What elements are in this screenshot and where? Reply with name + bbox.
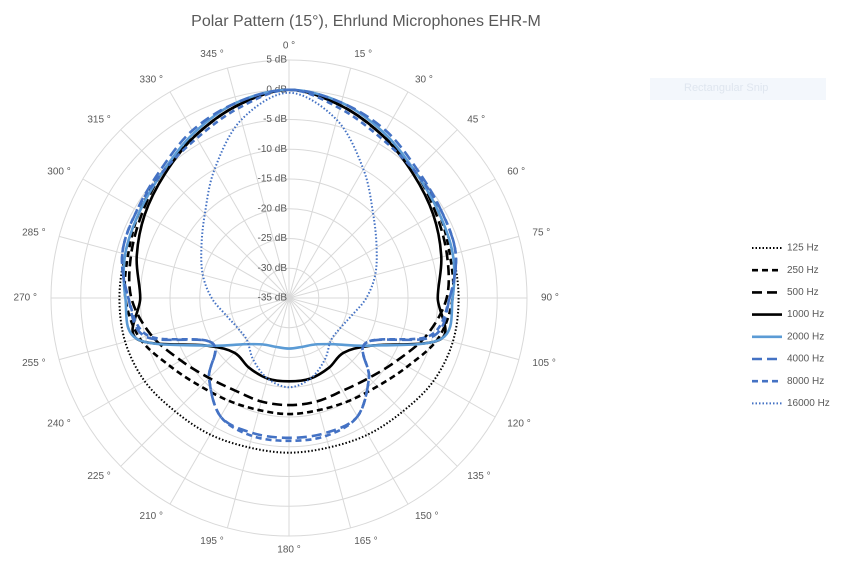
chart-title: Polar Pattern (15°), Ehrlund Microphones…	[191, 13, 541, 30]
angle-label: 225 °	[87, 471, 110, 482]
angle-label: 255 °	[22, 358, 45, 369]
angle-label: 180 °	[277, 545, 300, 556]
r-tick-label: -25 dB	[258, 233, 288, 244]
series-line	[120, 88, 458, 443]
spoke	[120, 297, 290, 467]
spoke	[288, 297, 352, 529]
legend-label: 16000 Hz	[787, 398, 830, 409]
angle-label: 135 °	[467, 471, 490, 482]
angle-label: 315 °	[87, 114, 110, 125]
legend-label: 1000 Hz	[787, 309, 824, 320]
spoke	[288, 297, 458, 467]
spoke	[288, 178, 496, 299]
series-line	[120, 88, 458, 440]
spoke	[288, 91, 409, 299]
angle-label: 0 °	[283, 41, 295, 52]
spoke	[82, 297, 290, 418]
angle-label: 345 °	[200, 49, 223, 60]
r-tick-label: -10 dB	[258, 144, 288, 155]
angle-label: 30 °	[415, 74, 433, 85]
spoke	[120, 129, 290, 299]
angle-label: 165 °	[354, 536, 377, 547]
series-line	[200, 91, 378, 389]
angle-label: 45 °	[467, 114, 485, 125]
legend-label: 250 Hz	[787, 265, 819, 276]
spoke	[226, 297, 290, 529]
angle-label: 195 °	[200, 536, 223, 547]
legend-label: 125 Hz	[787, 243, 819, 254]
legend-label: 4000 Hz	[787, 354, 824, 365]
r-tick-label: -15 dB	[258, 174, 288, 185]
angle-label: 90 °	[541, 293, 559, 304]
legend-label: 2000 Hz	[787, 331, 824, 342]
series-line	[131, 88, 447, 383]
r-tick-label: -30 dB	[258, 263, 288, 274]
angle-label: 105 °	[532, 358, 555, 369]
r-tick-label: -35 dB	[258, 293, 288, 304]
spoke	[288, 297, 520, 361]
spoke	[58, 297, 290, 361]
angle-label: 120 °	[507, 419, 530, 430]
angle-label: 285 °	[22, 227, 45, 238]
spoke	[58, 235, 290, 299]
angle-label: 75 °	[532, 227, 550, 238]
snip-label: Rectangular Snip	[684, 82, 769, 94]
series-line	[127, 88, 451, 407]
spoke	[82, 178, 290, 299]
angle-label: 240 °	[47, 419, 70, 430]
spoke	[288, 235, 520, 299]
legend-label: 500 Hz	[787, 287, 819, 298]
angle-label: 300 °	[47, 167, 70, 178]
snip-button[interactable]: Rectangular Snip	[650, 78, 826, 100]
angle-label: 210 °	[140, 511, 163, 522]
angle-label: 270 °	[14, 293, 37, 304]
r-tick-label: -20 dB	[258, 203, 288, 214]
angle-label: 330 °	[140, 74, 163, 85]
angle-label: 150 °	[415, 511, 438, 522]
angle-label: 15 °	[354, 49, 372, 60]
r-tick-label: 5 dB	[266, 55, 287, 66]
series-line	[122, 88, 456, 350]
legend-label: 8000 Hz	[787, 376, 824, 387]
spoke	[288, 297, 496, 418]
angle-label: 60 °	[507, 167, 525, 178]
r-tick-label: -5 dB	[263, 114, 287, 125]
spoke	[169, 91, 290, 299]
